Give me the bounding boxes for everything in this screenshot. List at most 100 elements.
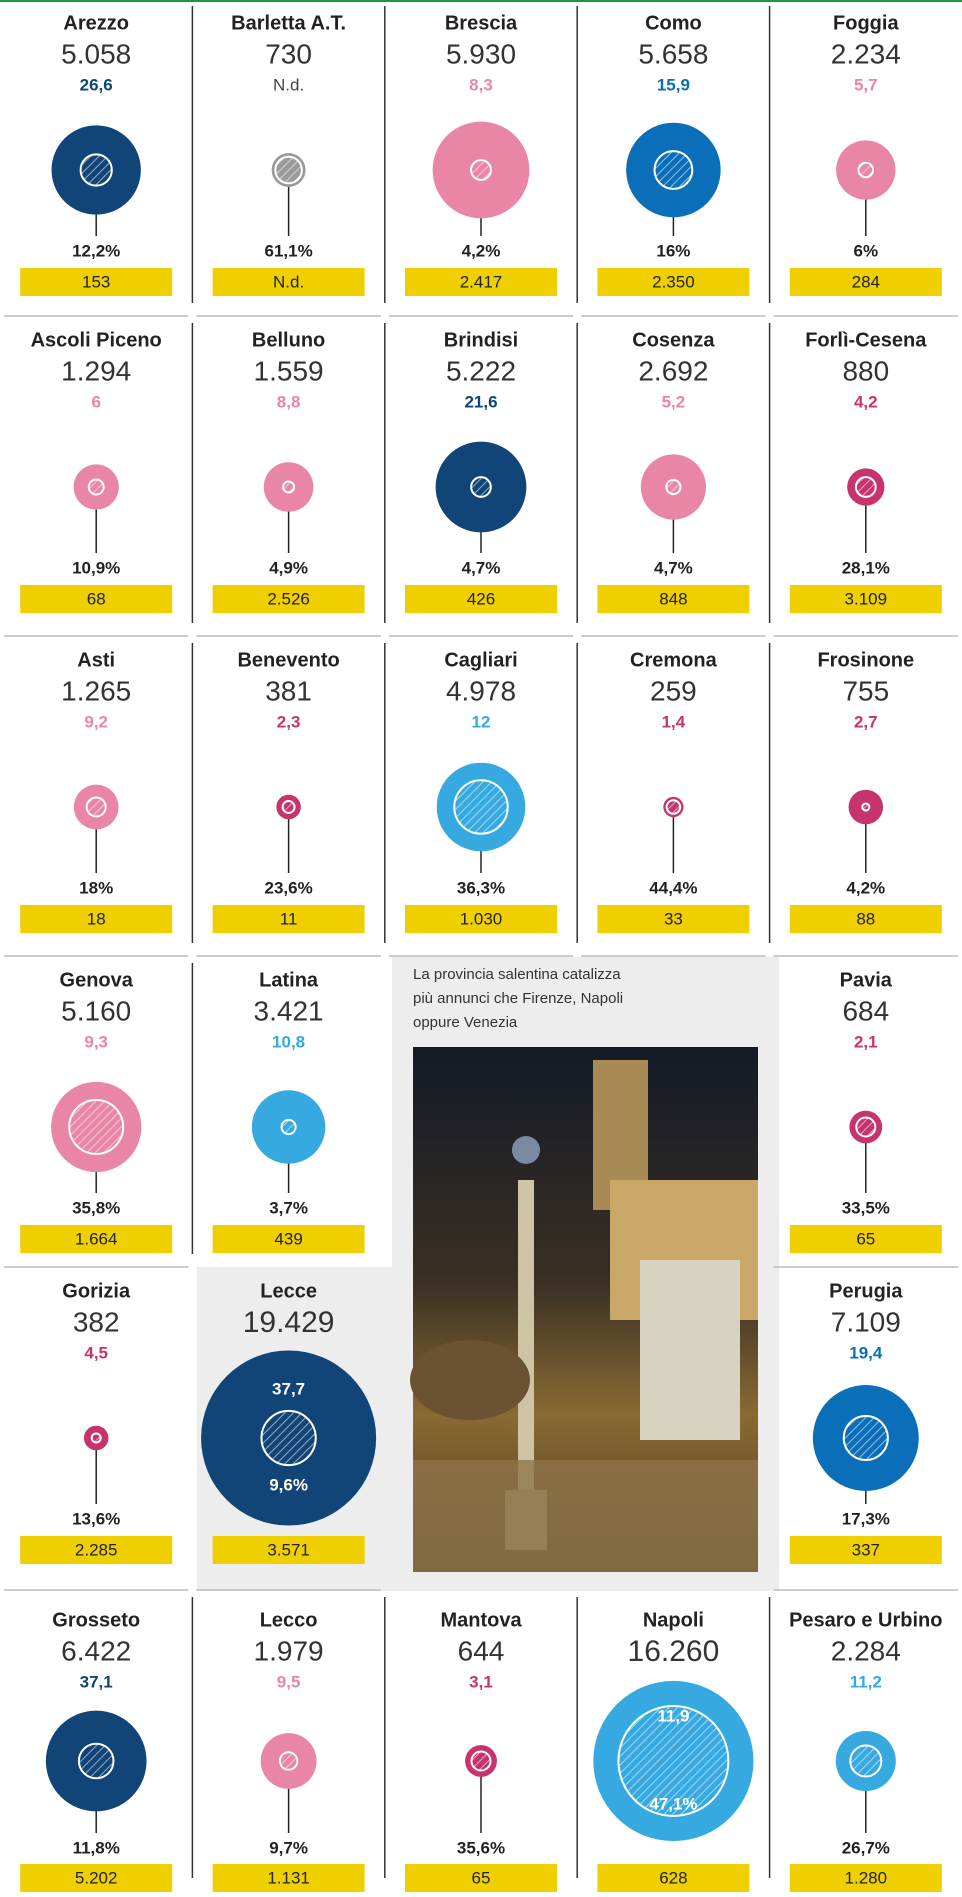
province-total: 5.160 [61,995,131,1026]
province-name: Pavia [840,969,893,991]
province-total: 1.294 [61,355,131,386]
province-cell: Genova 5.160 9,3 35,8% 1.664 [4,969,189,1268]
province-cell: Pesaro e Urbino 2.284 11,2 26,7% 1.280 [768,1597,942,1892]
province-name: Perugia [829,1280,903,1302]
province-name: Frosinone [817,649,914,671]
share-circle [68,1099,125,1155]
share-value: 4,5 [84,1343,108,1362]
caption: La provincia salentina catalizza [413,966,621,983]
count-value: 65 [472,1868,491,1887]
share-value: 37,7 [272,1379,305,1398]
percent-value: 35,8% [72,1198,120,1217]
province-total: 5.058 [61,38,131,69]
share-value: 2,3 [277,712,301,731]
count-box [212,268,365,296]
percent-value: 11,8% [73,1838,120,1857]
percent-value: 47,1% [649,1795,697,1814]
share-circle [87,478,105,496]
province-cell: Lecce 19.429 37,7 9,6% 3.571 [196,1280,381,1591]
count-box [212,905,365,933]
share-circle [85,796,107,818]
province-total: 730 [265,38,312,69]
province-name: Benevento [237,649,339,671]
province-name: Cagliari [444,649,517,671]
province-total: 5.222 [446,355,516,386]
share-circle [282,480,296,494]
caption: oppure Venezia [413,1014,518,1031]
province-cell: Frosinone 755 2,7 4,2% 88 [768,643,958,957]
share-circle [470,476,492,498]
province-cell: Cremona 259 1,4 44,4% 33 [576,643,766,957]
province-cell: Lecco 1.979 9,5 9,7% 1.131 [191,1597,365,1892]
percent-value: 44,4% [649,878,697,897]
province-name: Pesaro e Urbino [789,1609,942,1631]
province-name: Ascoli Piceno [31,329,162,351]
percent-value: 17,3% [842,1509,890,1528]
percent-value: 4,7% [654,558,693,577]
count-box [405,585,557,613]
share-circle [617,1705,730,1817]
count-value: 1.131 [267,1868,310,1887]
province-cell: Como 5.658 15,9 16% 2.350 [576,6,766,317]
share-value: 5,7 [854,75,878,94]
province-total: 880 [842,355,889,386]
share-value: 8,8 [277,392,301,411]
province-cell: Ascoli Piceno 1.294 6 10,9% 68 [4,329,189,637]
province-name: Barletta A.T. [231,12,346,34]
count-value: 65 [856,1229,875,1248]
province-total: 684 [842,995,889,1026]
count-box [20,585,173,613]
province-cell: Perugia 7.109 19,4 17,3% 337 [773,1280,958,1591]
province-name: Belluno [252,329,325,351]
share-circle [854,476,877,498]
share-value: 9,5 [277,1672,301,1691]
province-cell: Belluno 1.559 8,8 4,9% 2.526 [191,323,381,637]
province-name: Napoli [643,1609,704,1631]
province-cell: Gorizia 382 4,5 13,6% 2.285 [4,1280,189,1591]
share-circle [861,802,871,812]
count-value: 284 [852,272,880,291]
count-value: 33 [664,909,683,928]
province-cell: Benevento 381 2,3 23,6% 11 [191,643,381,957]
count-box [789,268,942,296]
share-value: 26,6 [80,75,113,94]
share-circle [280,1118,297,1136]
count-value: 18 [87,909,106,928]
count-box [789,585,942,613]
percent-value: 18% [79,878,113,897]
count-value: 153 [82,272,110,291]
share-value: 4,2 [854,392,878,411]
count-box [212,1536,365,1564]
province-cell: Pavia 684 2,1 33,5% 65 [773,969,958,1268]
count-box [597,585,750,613]
count-box [20,1536,173,1564]
percent-value: 28,1% [842,558,890,577]
count-box [789,1536,942,1564]
count-value: 848 [659,589,687,608]
count-box [212,585,365,613]
province-name: Asti [77,649,115,671]
count-value: 1.280 [845,1868,888,1887]
count-value: N.d. [273,272,304,291]
province-total: 5.658 [638,38,708,69]
count-box [20,905,173,933]
percent-value: 36,3% [457,878,505,897]
province-cell: Asti 1.265 9,2 18% 18 [4,649,189,957]
share-circle [470,1750,492,1772]
province-cell: Barletta A.T. 730 N.d. 61,1% N.d. [191,6,381,317]
province-cell: Forlì-Cesena 880 4,2 28,1% 3.109 [768,323,958,637]
share-circle [665,478,682,496]
count-value: 2.417 [460,272,503,291]
count-box [789,1864,942,1892]
share-circle [470,159,492,181]
share-value: 9,2 [84,712,108,731]
province-cell: Mantova 644 3,1 35,6% 65 [384,1597,557,1892]
share-value: 37,1 [80,1672,113,1691]
province-name: Grosseto [52,1609,140,1631]
share-value: 5,2 [662,392,686,411]
province-name: Gorizia [62,1280,131,1302]
share-value: 12 [472,712,491,731]
percent-value: 3,7% [269,1198,308,1217]
share-value: 9,3 [84,1032,108,1051]
